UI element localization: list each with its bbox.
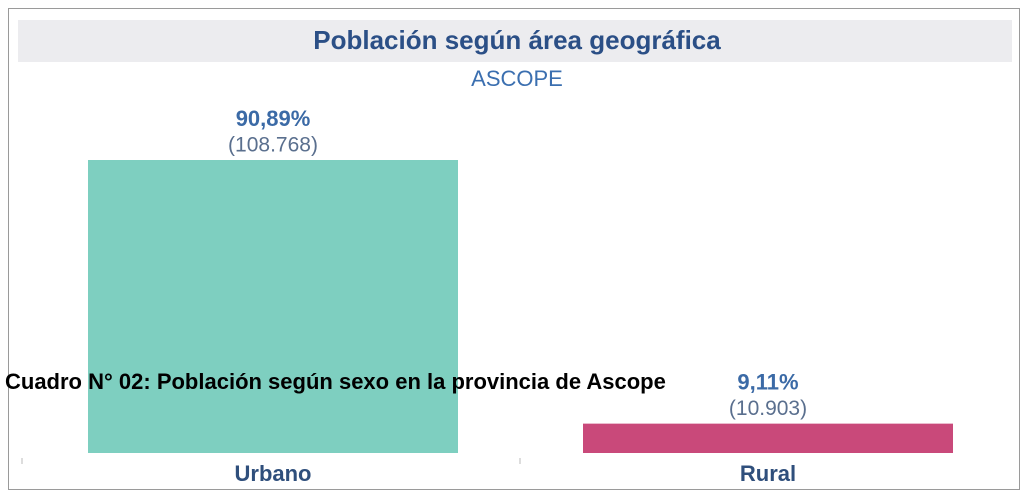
title-band — [18, 20, 1012, 62]
bar — [583, 423, 953, 453]
value-label: 9,11% — [737, 369, 798, 394]
chart-subtitle: ASCOPE — [471, 66, 563, 91]
caption: Cuadro N° 02: Población según sexo en la… — [5, 369, 666, 394]
bar — [88, 160, 458, 453]
x-tick-label: Rural — [740, 461, 796, 486]
x-tick-label: Urbano — [235, 461, 312, 486]
value-label: 90,89% — [236, 106, 311, 131]
plot: 90,89% (108.768) Urbano 9,11% (10.903) Rural — [88, 106, 953, 486]
count-label: (10.903) — [729, 397, 807, 420]
chart-title: Población según área geográfica — [313, 25, 721, 55]
count-label: (108.768) — [228, 134, 318, 157]
